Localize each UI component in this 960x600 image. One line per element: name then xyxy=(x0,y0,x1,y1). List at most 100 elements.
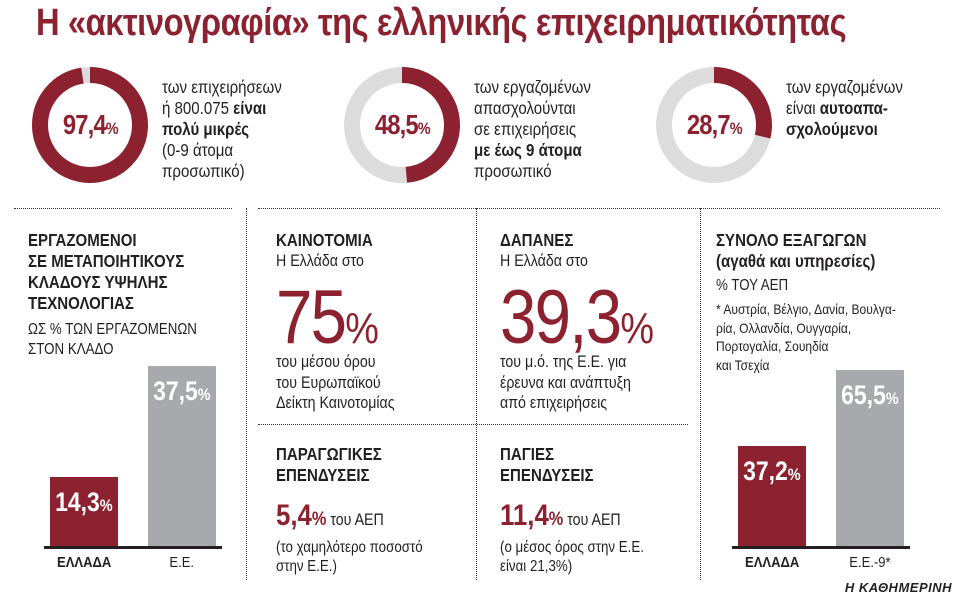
divider xyxy=(476,208,477,580)
exports-heading-line: ΣΥΝΟΛΟ ΕΞΑΓΩΓΩΝ xyxy=(716,230,867,250)
fixed-block: ΠΑΓΙΕΣ ΕΠΕΝΔΥΣΕΙΣ xyxy=(500,444,609,487)
fixed-note: (ο μέσος όρος στην Ε.Ε. είναι 21,3%) xyxy=(500,538,667,576)
fixed-note-line: είναι 21,3%) xyxy=(500,558,573,575)
chart-baseline xyxy=(44,546,222,549)
exports-heading: ΣΥΝΟΛΟ ΕΞΑΓΩΓΩΝ (αγαθά και υπηρεσίες) xyxy=(716,230,896,272)
hightech-subtitle-line: ΣΤΟΝ ΚΛΑΔΟ xyxy=(28,341,114,358)
productive-value: 5,4% του ΑΕΠ xyxy=(276,499,384,532)
divider xyxy=(258,424,688,425)
donut-chart: 97,4% xyxy=(30,65,150,185)
donut-description-line: απασχολούνται xyxy=(474,98,576,118)
source-logo: Η ΚΑΘΗΜΕΡΙΝΗ xyxy=(844,580,952,595)
bar-value-label: 65,5% xyxy=(841,380,899,410)
hightech-heading: ΕΡΓΑΖΟΜΕΝΟΙ ΣΕ ΜΕΤΑΠΟΙΗΤΙΚΟΥΣ ΚΛΑΔΟΥΣ ΥΨΗΛ… xyxy=(28,230,197,314)
exports-block: ΣΥΝΟΛΟ ΕΞΑΓΩΓΩΝ (αγαθά και υπηρεσίες) % Τ… xyxy=(716,230,925,375)
donut-description: των εργαζομένων είναι αυτοαπα-σχολούμενοι xyxy=(786,77,922,140)
bar-value-label: 14,3% xyxy=(55,487,113,517)
bar-0 xyxy=(50,477,118,546)
fixed-note-line: (ο μέσος όρος στην Ε.Ε. xyxy=(500,539,644,556)
bar-category-label: ΕΛΛΑΔΑ xyxy=(744,555,800,571)
fixed-heading-line: ΕΠΕΝΔΥΣΕΙΣ xyxy=(500,465,594,485)
donut-description-line: ή 800.075 είναι xyxy=(162,98,267,118)
exports-footnote-line: ρία, Ολλανδία, Ουγγαρία, xyxy=(716,319,852,336)
productive-block: ΠΑΡΑΓΩΓΙΚΕΣ ΕΠΕΝΔΥΣΕΙΣ xyxy=(276,444,399,487)
productive-heading-line: ΕΠΕΝΔΥΣΕΙΣ xyxy=(276,465,370,485)
innovation-intro: Η Ελλάδα στο xyxy=(276,252,364,270)
chart-baseline xyxy=(732,546,910,549)
exports-footnote: * Αυστρία, Βέλγιο, Δανία, Βουλγα-ρία, Ολ… xyxy=(716,300,896,374)
spending-intro: Η Ελλάδα στο xyxy=(500,252,588,270)
donut-value-arc xyxy=(32,67,148,183)
spending-desc-line: έρευνα και ανάπτυξη xyxy=(500,373,631,392)
spending-heading: ΔΑΠΑΝΕΣ xyxy=(500,230,574,250)
donut-svg xyxy=(344,67,460,183)
divider xyxy=(14,208,232,209)
bar-category-label: Ε.Ε.-9* xyxy=(849,555,891,571)
spending-block: ΔΑΠΑΝΕΣ Η Ελλάδα στο xyxy=(500,230,602,272)
hightech-subtitle-line: ΩΣ % ΤΩΝ ΕΡΓΑΖΟΜΕΝΩΝ xyxy=(28,321,197,338)
donut-description-line: προσωπικό xyxy=(474,161,552,181)
divider xyxy=(246,208,247,580)
donut-description-line: πολύ μικρές xyxy=(162,119,250,139)
donut-description-line: των εργαζομένων xyxy=(786,77,903,97)
donut-value-label: 28,7% xyxy=(686,109,743,140)
hightech-heading-line: ΚΛΑΔΟΥΣ ΥΨΗΛΗΣ xyxy=(28,272,168,292)
page-title: Η «ακτινογραφία» της ελληνικής επιχειρημ… xyxy=(36,2,847,44)
innovation-value: 75% xyxy=(276,275,379,360)
productive-heading: ΠΑΡΑΓΩΓΙΚΕΣ ΕΠΕΝΔΥΣΕΙΣ xyxy=(276,444,382,486)
donut-svg xyxy=(656,67,772,183)
donut-description-line: των εργαζομένων xyxy=(474,77,591,97)
innovation-block: ΚΑΙΝΟΤΟΜΙΑ Η Ελλάδα στο xyxy=(276,230,388,272)
donut-value-arc xyxy=(344,67,460,183)
bar-1 xyxy=(836,370,904,546)
donut-description: των επιχειρήσεων ή 800.075 είναι πολύ μικρ… xyxy=(162,77,301,182)
donut-description-line: προσωπικό) xyxy=(162,161,245,181)
bar-category-label: ΕΛΛΑΔΑ xyxy=(56,555,112,571)
donut-chart: 48,5% xyxy=(342,65,462,185)
productive-note-line: στην Ε.Ε.) xyxy=(276,558,337,575)
bar-value-label: 37,2% xyxy=(743,456,801,486)
productive-heading-line: ΠΑΡΑΓΩΓΙΚΕΣ xyxy=(276,444,382,464)
innovation-desc-line: του Ευρωπαϊκού xyxy=(276,373,381,392)
innovation-heading: ΚΑΙΝΟΤΟΜΙΑ xyxy=(276,230,373,250)
innovation-desc: του μέσου όρου του Ευρωπαϊκού Δείκτη Καινο… xyxy=(276,352,414,414)
innovation-desc-line: του μέσου όρου xyxy=(276,353,376,371)
spending-desc-line: από επιχειρήσεις xyxy=(500,394,608,412)
bar-1 xyxy=(148,366,216,546)
exports-footnote-line: Πορτογαλία, Σουηδία xyxy=(716,338,829,354)
productive-note: (το χαμηλότερο ποσοστό στην Ε.Ε.) xyxy=(276,538,447,576)
hightech-heading-line: ΣΕ ΜΕΤΑΠΟΙΗΤΙΚΟΥΣ xyxy=(28,251,185,271)
bar-value-label: 37,5% xyxy=(153,376,211,406)
bar-category-label: Ε.Ε. xyxy=(169,555,195,571)
donut-description: των εργαζομένων απασχολούνται σε επιχειρήσ… xyxy=(474,77,610,182)
fixed-heading-line: ΠΑΓΙΕΣ xyxy=(500,444,555,464)
donut-chart: 28,7% xyxy=(654,65,774,185)
hightech-subtitle: ΩΣ % ΤΩΝ ΕΡΓΑΖΟΜΕΝΩΝ ΣΤΟΝ ΚΛΑΔΟ xyxy=(28,320,197,360)
donut-value-label: 97,4% xyxy=(62,109,119,140)
fixed-value: 11,4% του ΑΕΠ xyxy=(500,499,621,532)
exports-subtitle: % ΤΟΥ ΑΕΠ xyxy=(716,277,789,294)
exports-heading-line: (αγαθά και υπηρεσίες) xyxy=(716,251,876,271)
donut-value-label: 48,5% xyxy=(374,109,431,140)
exports-footnote-line: * Αυστρία, Βέλγιο, Δανία, Βουλγα- xyxy=(716,301,896,317)
fixed-heading: ΠΑΓΙΕΣ ΕΠΕΝΔΥΣΕΙΣ xyxy=(500,444,594,486)
spending-value: 39,3% xyxy=(500,275,654,360)
donut-svg xyxy=(32,67,148,183)
bar-0 xyxy=(738,446,806,546)
spending-desc: του μ.ό. της Ε.Ε. για έρευνα και ανάπτυξη… xyxy=(500,352,652,414)
donut-description-line: με έως 9 άτομα xyxy=(474,140,582,160)
divider xyxy=(258,208,940,209)
productive-note-line: (το χαμηλότερο ποσοστό xyxy=(276,539,423,556)
donut-value-arc xyxy=(656,67,772,183)
spending-desc-line: του μ.ό. της Ε.Ε. για xyxy=(500,353,627,371)
hightech-heading-line: ΕΡΓΑΖΟΜΕΝΟΙ xyxy=(28,230,137,250)
exports-footnote-line: και Τσεχία xyxy=(716,356,770,373)
donut-description-line: των επιχειρήσεων xyxy=(162,77,282,97)
donut-description-line: είναι αυτοαπα- xyxy=(786,98,888,118)
donut-description-line: (0-9 άτομα xyxy=(162,140,234,160)
divider xyxy=(700,208,701,580)
hightech-block: ΕΡΓΑΖΟΜΕΝΟΙ ΣΕ ΜΕΤΑΠΟΙΗΤΙΚΟΥΣ ΚΛΑΔΟΥΣ ΥΨΗΛ… xyxy=(28,230,224,360)
hightech-heading-line: ΤΕΧΝΟΛΟΓΙΑΣ xyxy=(28,293,134,313)
donut-description-line: σε επιχειρήσεις xyxy=(474,119,577,139)
donut-description-line: σχολούμενοι xyxy=(786,119,878,139)
